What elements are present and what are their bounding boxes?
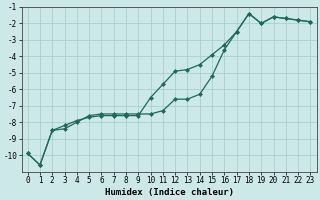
X-axis label: Humidex (Indice chaleur): Humidex (Indice chaleur) (105, 188, 234, 197)
